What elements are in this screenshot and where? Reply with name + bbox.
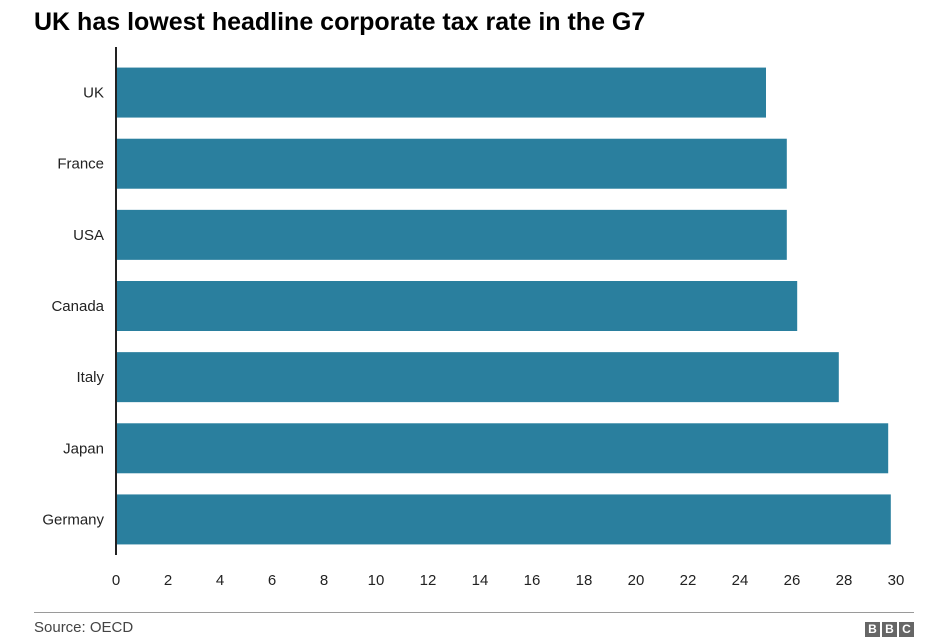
x-tick-label: 24 (732, 572, 749, 589)
bar-uk (116, 67, 766, 118)
x-tick-label: 10 (368, 572, 385, 589)
logo-letter: B (865, 622, 880, 637)
x-tick-label: 26 (784, 572, 801, 589)
category-label: Canada (51, 298, 104, 315)
x-tick-label: 22 (680, 572, 697, 589)
source-note: Source: OECD (34, 619, 134, 636)
bbc-logo: B B C (865, 622, 914, 637)
footer-divider (34, 612, 914, 613)
category-label: USA (73, 227, 104, 244)
x-tick-label: 0 (112, 572, 120, 589)
x-tick-label: 20 (628, 572, 645, 589)
bar-germany (116, 494, 891, 545)
x-tick-label: 14 (472, 572, 489, 589)
x-tick-label: 12 (420, 572, 437, 589)
category-label: Italy (76, 369, 104, 386)
logo-letter: C (899, 622, 914, 637)
x-tick-label: 2 (164, 572, 172, 589)
category-label: Germany (42, 511, 104, 528)
bar-japan (116, 423, 889, 474)
logo-letter: B (882, 622, 897, 637)
category-label: UK (83, 85, 104, 102)
bar-france (116, 138, 787, 189)
category-label: Japan (63, 440, 104, 457)
chart-title: UK has lowest headline corporate tax rat… (34, 8, 646, 36)
bar-usa (116, 209, 787, 260)
category-label: France (57, 156, 104, 173)
x-tick-label: 18 (576, 572, 593, 589)
bar-canada (116, 281, 798, 331)
x-tick-label: 16 (524, 572, 541, 589)
x-tick-label: 30 (888, 572, 905, 589)
x-tick-label: 6 (268, 572, 276, 589)
bar-italy (116, 352, 839, 403)
x-tick-label: 28 (836, 572, 853, 589)
x-tick-label: 8 (320, 572, 328, 589)
x-tick-label: 4 (216, 572, 224, 589)
